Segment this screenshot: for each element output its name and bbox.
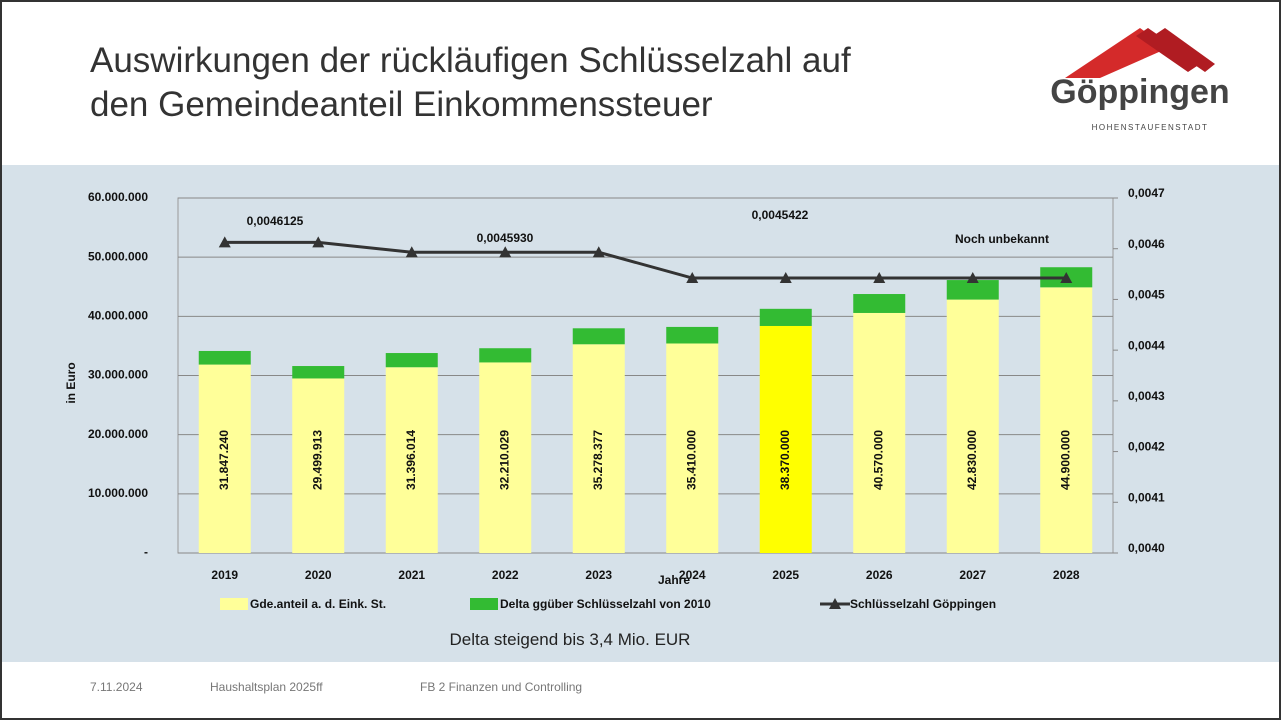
legend-label: Gde.anteil a. d. Eink. St. [250, 597, 386, 611]
x-tick-label: 2026 [866, 568, 893, 582]
y2-tick-label: 0,0044 [1128, 338, 1165, 352]
footer-text: Haushaltsplan 2025ff [210, 680, 323, 694]
line-marker [1060, 272, 1073, 284]
footer-text: FB 2 Finanzen und Controlling [420, 680, 582, 694]
legend-swatch [220, 598, 248, 610]
y-tick-label: 40.000.000 [88, 309, 148, 323]
x-tick-label: 2019 [211, 568, 238, 582]
y-tick-label: 60.000.000 [88, 190, 148, 204]
bar [292, 378, 345, 553]
x-tick-label: 2020 [305, 568, 332, 582]
y2-tick-label: 0,0041 [1128, 490, 1165, 504]
data-label: 31.847.240 [217, 430, 231, 490]
line-marker [873, 272, 886, 284]
title-line: Auswirkungen der rückläufigen Schlüsselz… [90, 41, 851, 80]
title-line: den Gemeindeanteil Einkommenssteuer [90, 85, 713, 124]
y2-tick-label: 0,0047 [1128, 186, 1165, 200]
bar-delta [479, 348, 532, 363]
legend-label: Schlüsselzahl Göppingen [850, 597, 996, 611]
logo-text: Göppingen [1050, 73, 1229, 111]
y2-tick-label: 0,0040 [1128, 541, 1165, 555]
y2-tick-label: 0,0043 [1128, 389, 1165, 403]
x-tick-label: 2025 [772, 568, 799, 582]
bar-delta [292, 366, 345, 379]
x-tick-label: 2021 [398, 568, 425, 582]
x-axis-label: Jahre [658, 573, 690, 587]
y2-tick-label: 0,0046 [1128, 237, 1165, 251]
data-label: 32.210.029 [497, 430, 511, 490]
data-label: 44.900.000 [1058, 430, 1072, 490]
y-tick-label: 30.000.000 [88, 368, 148, 382]
data-label: 31.396.014 [404, 430, 418, 490]
bar-delta [666, 326, 719, 344]
annotation: Noch unbekannt [955, 232, 1049, 246]
annotation: 0,0045422 [752, 208, 809, 222]
bar [385, 367, 438, 553]
bar-delta [572, 328, 625, 345]
legend-label: Delta ggüber Schlüsselzahl von 2010 [500, 597, 711, 611]
y-tick-label: 20.000.000 [88, 427, 148, 441]
y2-tick-label: 0,0045 [1128, 288, 1165, 302]
bar [666, 343, 719, 553]
data-label: 40.570.000 [871, 430, 885, 490]
line-marker [779, 272, 792, 284]
bar-delta [198, 350, 251, 365]
y2-tick-label: 0,0042 [1128, 440, 1165, 454]
line-marker [686, 272, 699, 284]
bar-delta [385, 353, 438, 368]
logo-sub: HOHENSTAUFENSTADT [1092, 123, 1209, 132]
data-label: 35.410.000 [684, 430, 698, 490]
x-tick-label: 2028 [1053, 568, 1080, 582]
x-tick-label: 2022 [492, 568, 519, 582]
line-marker [218, 236, 231, 248]
legend-swatch [829, 598, 841, 609]
bar [572, 344, 625, 553]
bar [853, 312, 906, 553]
bar-delta [759, 308, 812, 326]
line-marker [966, 272, 979, 284]
bar [759, 325, 812, 553]
line-marker [592, 246, 605, 258]
bar-delta [853, 294, 906, 313]
x-tick-label: 2027 [959, 568, 986, 582]
line-marker [312, 236, 325, 248]
logo-roof [1065, 28, 1215, 78]
y-tick-label: 50.000.000 [88, 249, 148, 263]
data-label: 35.278.377 [591, 430, 605, 490]
y-axis-label: in Euro [64, 362, 78, 403]
bar-delta [946, 280, 999, 300]
bar [479, 362, 532, 553]
footer-date: 7.11.2024 [90, 680, 143, 694]
data-label: 29.499.913 [310, 430, 324, 490]
annotation: 0,0045930 [477, 231, 534, 245]
line-marker [499, 246, 512, 258]
bar [946, 299, 999, 553]
data-label: 42.830.000 [965, 430, 979, 490]
line [224, 240, 1067, 280]
data-label: 38.370.000 [778, 430, 792, 490]
x-tick-label: 2023 [585, 568, 612, 582]
bar [1040, 287, 1093, 553]
line-marker [405, 246, 418, 258]
x-tick-label: 2024 [679, 568, 706, 582]
y-tick-label: - [144, 545, 148, 559]
legend-swatch [470, 598, 498, 610]
bar [198, 364, 251, 553]
caption: Delta steigend bis 3,4 Mio. EUR [450, 630, 691, 649]
y-tick-label: 10.000.000 [88, 486, 148, 500]
annotation: 0,0046125 [247, 214, 304, 228]
